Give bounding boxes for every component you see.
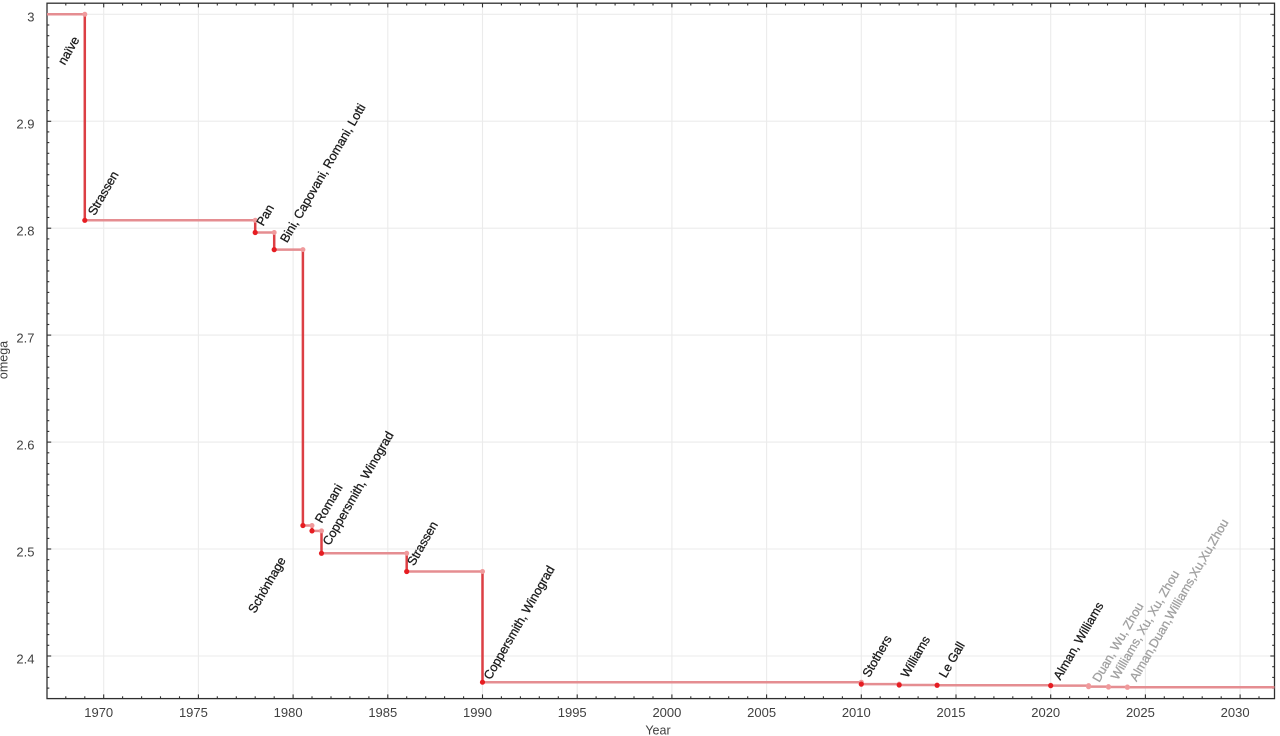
- svg-text:2.4: 2.4: [16, 651, 34, 666]
- svg-text:2.8: 2.8: [16, 224, 34, 239]
- svg-text:3: 3: [27, 10, 34, 25]
- svg-text:1980: 1980: [274, 705, 303, 720]
- svg-text:2.9: 2.9: [16, 117, 34, 132]
- svg-text:2010: 2010: [842, 705, 871, 720]
- svg-text:2025: 2025: [1126, 705, 1155, 720]
- svg-text:1985: 1985: [368, 705, 397, 720]
- svg-text:2.5: 2.5: [16, 544, 34, 559]
- svg-text:2030: 2030: [1221, 705, 1250, 720]
- svg-text:2.6: 2.6: [16, 438, 34, 453]
- svg-text:1995: 1995: [558, 705, 587, 720]
- svg-text:1990: 1990: [463, 705, 492, 720]
- svg-text:2005: 2005: [747, 705, 776, 720]
- svg-text:2020: 2020: [1031, 705, 1060, 720]
- svg-text:2015: 2015: [937, 705, 966, 720]
- svg-text:omega: omega: [0, 341, 10, 379]
- svg-text:1975: 1975: [179, 705, 208, 720]
- svg-text:Year: Year: [645, 724, 670, 736]
- svg-text:2.7: 2.7: [16, 331, 34, 346]
- svg-text:1970: 1970: [84, 705, 113, 720]
- svg-text:2000: 2000: [652, 705, 681, 720]
